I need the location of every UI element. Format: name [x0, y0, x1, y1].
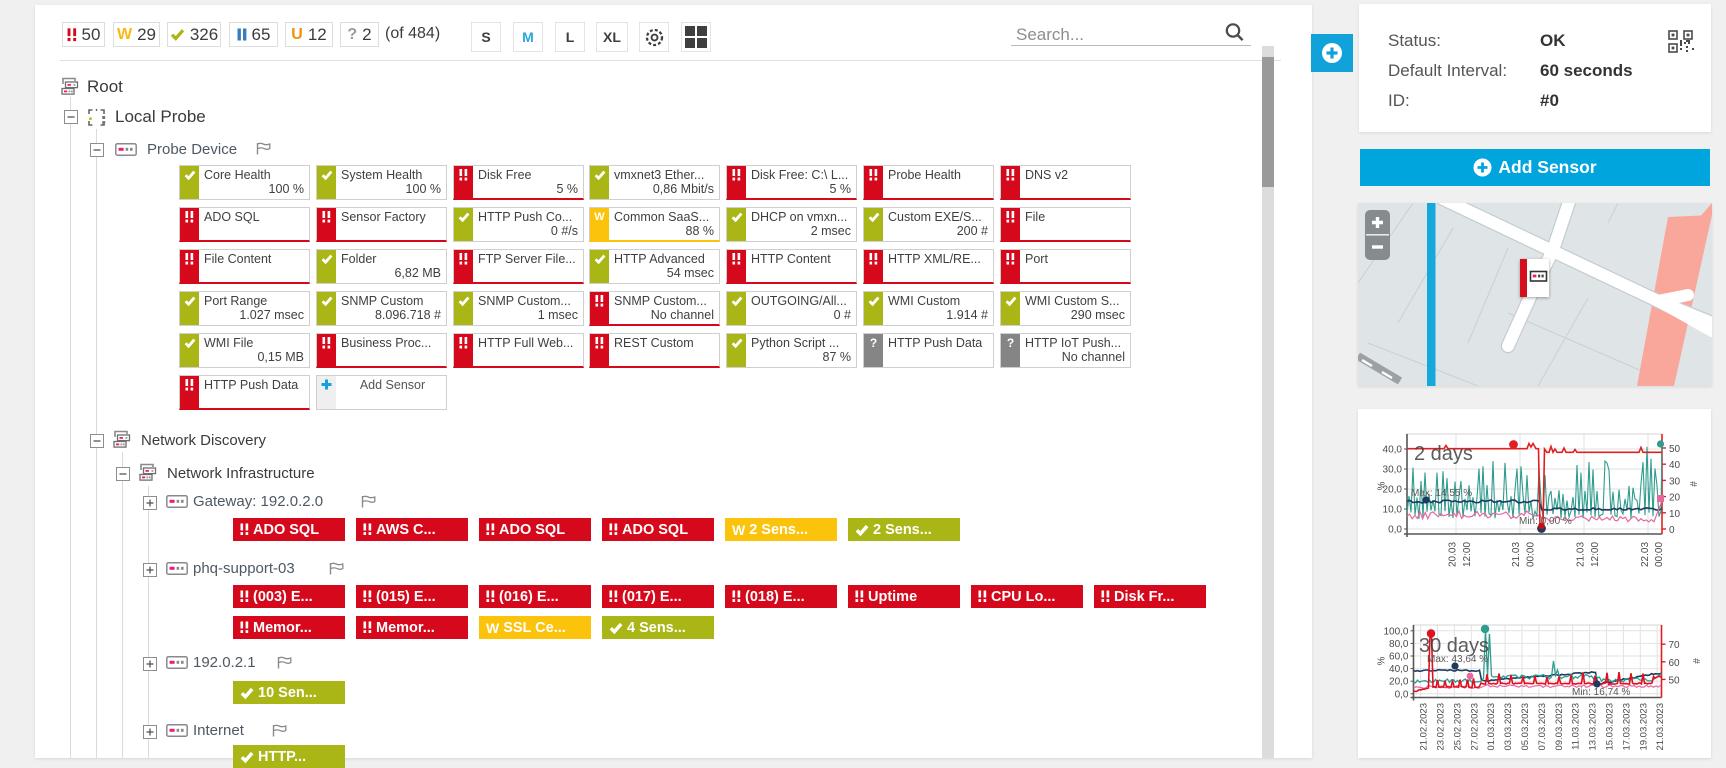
- svg-text:Max: 14,55 %: Max: 14,55 %: [1411, 488, 1472, 499]
- svg-text:#: #: [1692, 658, 1703, 664]
- svg-text:30 days: 30 days: [1419, 635, 1489, 657]
- svg-text:2 days: 2 days: [1414, 443, 1473, 465]
- svg-text:27.02.2023: 27.02.2023: [1469, 703, 1480, 751]
- svg-text:20.03: 20.03: [1448, 542, 1459, 567]
- svg-text:10,0: 10,0: [1383, 505, 1403, 516]
- svg-text:05.03.2023: 05.03.2023: [1520, 703, 1531, 751]
- svg-text:23.02.2023: 23.02.2023: [1436, 703, 1447, 751]
- svg-text:60: 60: [1669, 658, 1681, 669]
- svg-text:17.03.2023: 17.03.2023: [1621, 703, 1632, 751]
- svg-text:00:00: 00:00: [1526, 542, 1537, 567]
- svg-text:40,0: 40,0: [1383, 445, 1403, 456]
- svg-text:00:00: 00:00: [1654, 542, 1665, 567]
- svg-text:Min: 0,00 %: Min: 0,00 %: [1519, 516, 1572, 527]
- svg-text:%: %: [1377, 481, 1388, 490]
- svg-text:30: 30: [1669, 476, 1681, 487]
- svg-text:70: 70: [1669, 640, 1681, 651]
- svg-text:22.03: 22.03: [1640, 542, 1651, 567]
- svg-text:11.03.2023: 11.03.2023: [1571, 703, 1582, 750]
- svg-text:30,0: 30,0: [1383, 465, 1403, 476]
- svg-text:13.03.2023: 13.03.2023: [1588, 703, 1599, 751]
- svg-text:20: 20: [1669, 493, 1681, 504]
- svg-text:07.03.2023: 07.03.2023: [1537, 703, 1548, 751]
- svg-text:60,0: 60,0: [1389, 652, 1409, 663]
- svg-text:Max: 43,64 %: Max: 43,64 %: [1427, 654, 1488, 665]
- svg-text:0,0: 0,0: [1388, 525, 1402, 536]
- svg-text:09.03.2023: 09.03.2023: [1554, 703, 1565, 751]
- svg-text:12:00: 12:00: [1590, 542, 1601, 567]
- svg-text:03.03.2023: 03.03.2023: [1503, 703, 1514, 751]
- svg-text:%: %: [1377, 656, 1388, 665]
- svg-text:01.03.2023: 01.03.2023: [1486, 703, 1497, 751]
- svg-text:100,0: 100,0: [1383, 626, 1408, 637]
- svg-text:25.02.2023: 25.02.2023: [1452, 703, 1463, 751]
- svg-text:#: #: [1689, 481, 1700, 487]
- svg-text:21.03: 21.03: [1511, 542, 1522, 567]
- svg-text:50: 50: [1669, 675, 1681, 686]
- svg-text:12:00: 12:00: [1462, 542, 1473, 567]
- svg-text:0: 0: [1669, 525, 1675, 536]
- svg-text:40,0: 40,0: [1389, 664, 1409, 675]
- svg-text:10: 10: [1669, 509, 1681, 520]
- svg-text:50: 50: [1669, 444, 1681, 455]
- svg-text:40: 40: [1669, 460, 1681, 471]
- svg-text:Min: 16,74 %: Min: 16,74 %: [1572, 687, 1630, 698]
- svg-text:0,0: 0,0: [1395, 689, 1409, 700]
- svg-text:20,0: 20,0: [1383, 485, 1403, 496]
- svg-text:80,0: 80,0: [1389, 639, 1409, 650]
- svg-text:20,0: 20,0: [1389, 677, 1409, 688]
- svg-text:15.03.2023: 15.03.2023: [1605, 703, 1616, 751]
- svg-text:21.02.2023: 21.02.2023: [1419, 703, 1430, 751]
- svg-text:19.03.2023: 19.03.2023: [1638, 703, 1649, 751]
- svg-text:21.03: 21.03: [1576, 542, 1587, 567]
- svg-text:21.03.2023: 21.03.2023: [1655, 703, 1666, 751]
